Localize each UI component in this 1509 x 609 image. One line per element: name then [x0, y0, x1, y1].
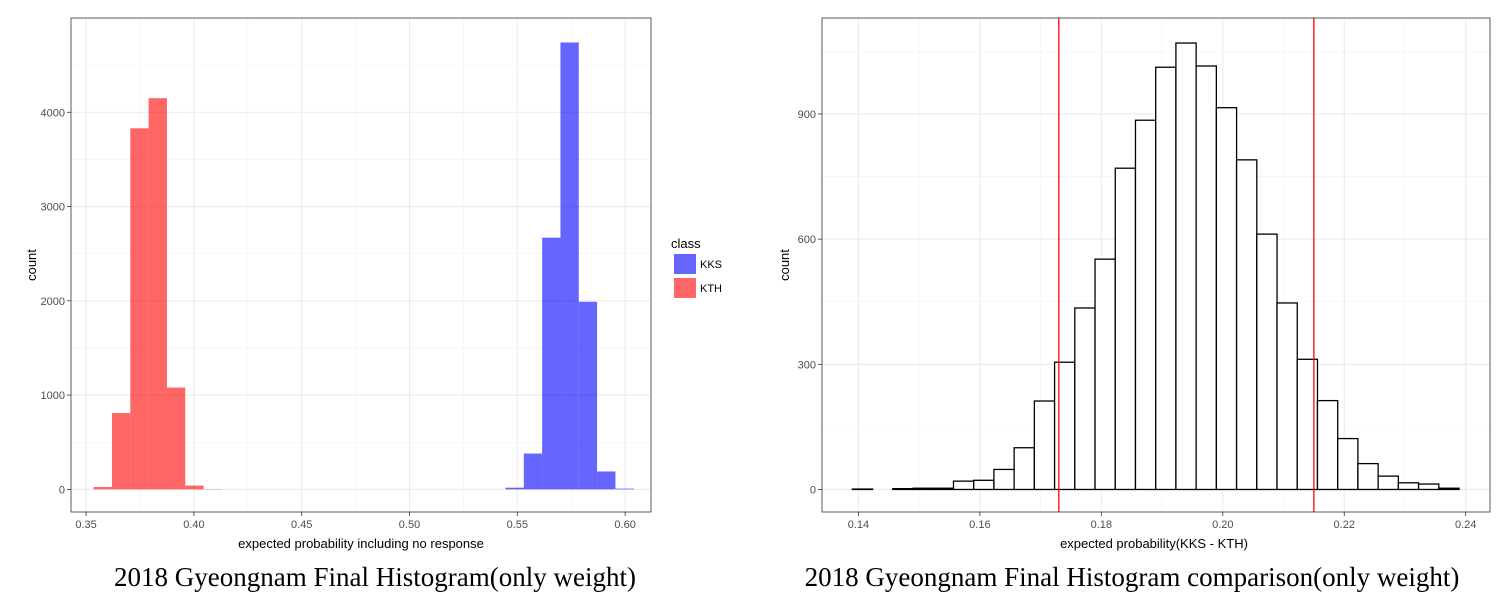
histogram-bar-kks	[542, 237, 561, 490]
histogram-bar	[1397, 482, 1420, 491]
histogram-bar-kks	[597, 471, 616, 490]
bars-right	[851, 42, 1460, 491]
x-tick-label: 0.40	[183, 519, 204, 531]
y-tick-label: 0	[810, 484, 816, 496]
histogram-bar-kks	[560, 42, 579, 490]
y-axis-title-left: count	[24, 249, 39, 281]
x-tick-label: 0.20	[1212, 519, 1233, 531]
bars-left	[93, 42, 634, 490]
histogram-bar	[1155, 66, 1177, 491]
histogram-bar	[1134, 119, 1157, 491]
legend-label-kth: KTH	[700, 283, 722, 295]
ticks-left: 0.35 0.40 0.45 0.50 0.55 0.60 0 1000 2000 3000 400…	[41, 107, 636, 531]
x-tick-label: 0.24	[1455, 519, 1476, 531]
x-tick-label: 0.50	[399, 519, 420, 531]
histogram-bar	[1094, 258, 1116, 491]
legend-label-kks: KKS	[700, 259, 722, 271]
caption-left: 2018 Gyeongnam Final Histogram(only weig…	[114, 562, 636, 592]
y-tick-label: 3000	[41, 202, 65, 214]
x-tick-label: 0.45	[291, 519, 312, 531]
histogram-bar-kks	[523, 453, 543, 490]
x-tick-label: 0.22	[1334, 519, 1355, 531]
legend-key-kth	[674, 278, 696, 298]
histogram-bar-kth	[148, 98, 167, 490]
histogram-bar	[1175, 42, 1197, 491]
histogram-bar	[1074, 307, 1096, 491]
x-tick-label: 0.16	[969, 519, 990, 531]
histogram-bar	[1337, 437, 1359, 491]
histogram-bar	[1276, 302, 1298, 491]
histogram-bar	[1417, 483, 1440, 491]
y-axis-title-right: count	[777, 249, 792, 281]
histogram-bar	[952, 480, 975, 491]
histogram-bar-kks	[578, 301, 598, 490]
histogram-chart-right: 0.14 0.16 0.18 0.20 0.22 0.24 0 300 600 900 expec…	[777, 17, 1491, 592]
histogram-bar	[1438, 487, 1460, 491]
histogram-bar-kth	[111, 413, 131, 490]
legend: class KKS KTH	[671, 236, 722, 298]
x-axis-title-left: expected probability including no respon…	[238, 536, 484, 551]
histogram-bar-kth	[93, 487, 112, 490]
histogram-bar-kth	[130, 128, 149, 490]
caption-right: 2018 Gyeongnam Final Histogram compariso…	[805, 562, 1460, 592]
legend-items: KKS KTH	[674, 254, 722, 298]
histogram-bar	[1235, 159, 1258, 491]
histogram-bar	[1033, 400, 1056, 491]
plot-border-right	[821, 17, 1491, 513]
histogram-bar	[1377, 475, 1400, 491]
histogram-bar	[1114, 167, 1137, 491]
y-tick-label: 600	[798, 234, 816, 246]
x-tick-label: 0.60	[614, 519, 635, 531]
histogram-bar	[1357, 462, 1379, 491]
legend-title: class	[671, 236, 701, 251]
histogram-bar	[1215, 107, 1238, 491]
y-tick-label: 2000	[41, 296, 65, 308]
y-tick-label: 0	[59, 484, 65, 496]
histogram-bar	[973, 479, 995, 491]
histogram-bar	[912, 487, 934, 491]
histogram-bar-kks	[505, 487, 524, 490]
x-tick-label: 0.35	[75, 519, 96, 531]
histogram-chart-left: 0.35 0.40 0.45 0.50 0.55 0.60 0 1000 2000 3000 400…	[24, 17, 722, 592]
histogram-bar-kks	[615, 488, 634, 490]
x-tick-label: 0.18	[1091, 519, 1112, 531]
y-tick-label: 4000	[41, 107, 65, 119]
histogram-bar	[1195, 65, 1218, 491]
x-tick-label: 0.55	[507, 519, 528, 531]
plot-border-left	[70, 17, 652, 513]
histogram-bar	[932, 487, 955, 491]
histogram-bar-kth	[185, 485, 204, 490]
histogram-bar	[892, 487, 914, 491]
reference-lines-right	[1058, 18, 1315, 512]
histogram-bar	[1316, 399, 1339, 491]
histogram-bar	[1013, 447, 1036, 491]
x-tick-label: 0.14	[848, 519, 869, 531]
y-tick-label: 300	[798, 359, 816, 371]
x-axis-title-right: expected probability(KKS - KTH)	[1060, 536, 1248, 551]
histogram-bar	[1053, 361, 1076, 491]
histogram-bar-kth	[166, 387, 186, 490]
histogram-bar	[1256, 233, 1278, 491]
legend-key-kks	[674, 254, 696, 274]
y-tick-label: 900	[798, 109, 816, 121]
y-tick-label: 1000	[41, 390, 65, 402]
ticks-right: 0.14 0.16 0.18 0.20 0.22 0.24 0 300 600 900	[798, 109, 1477, 531]
histogram-bar	[993, 468, 1015, 491]
